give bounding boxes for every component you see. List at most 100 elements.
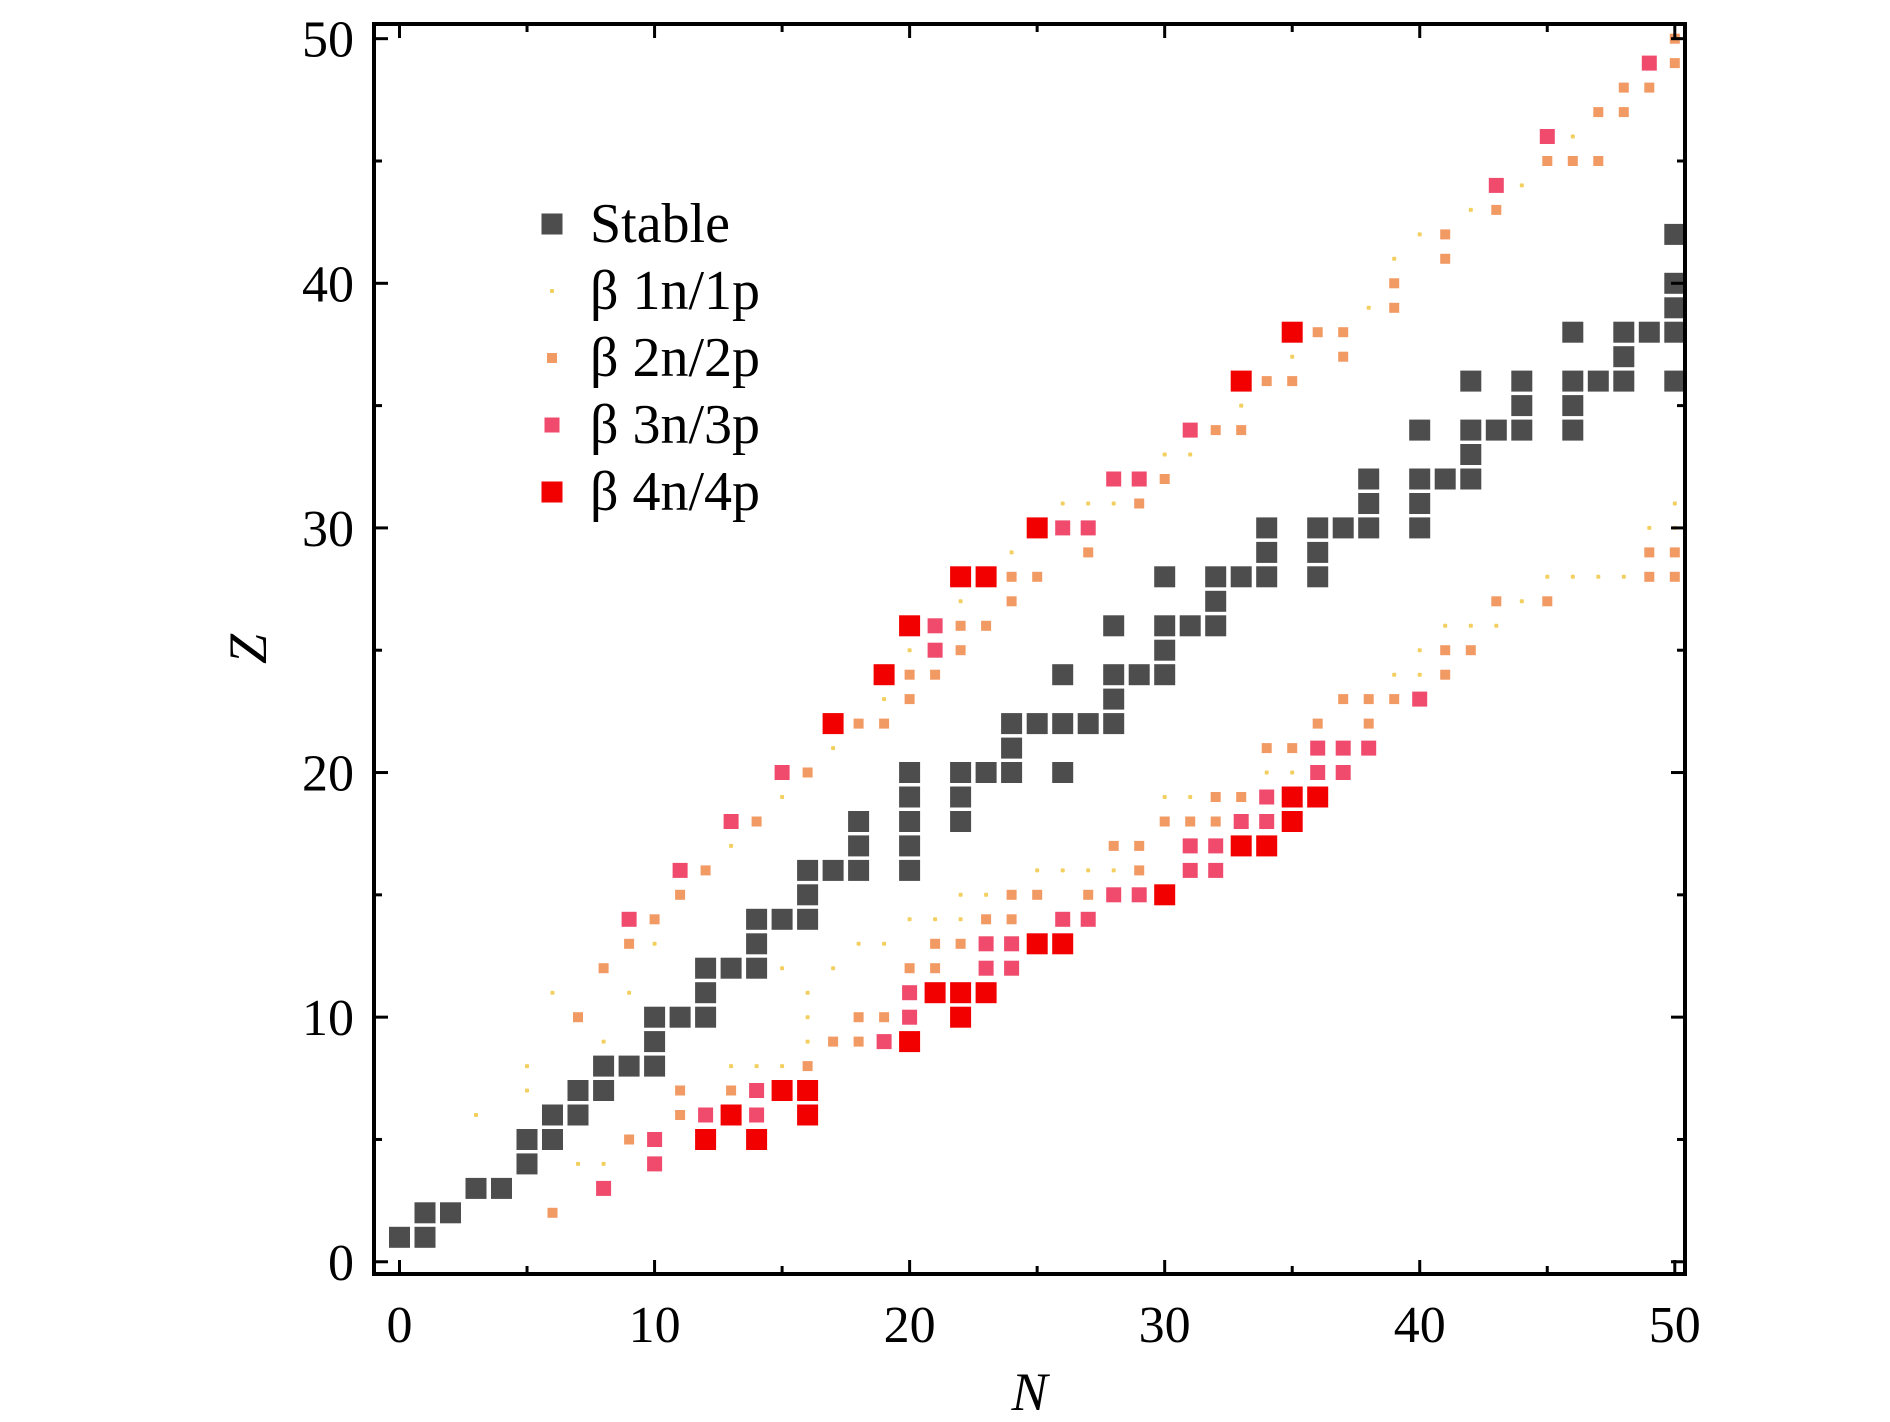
- data-point: [984, 892, 989, 897]
- legend-item: β 4n/4p: [541, 461, 760, 523]
- data-point: [1006, 914, 1017, 925]
- data-point: [1641, 55, 1657, 71]
- data-point: [440, 1202, 461, 1224]
- data-point: [1208, 862, 1224, 878]
- data-point: [695, 957, 717, 979]
- data-point: [1440, 669, 1451, 680]
- legend-item: β 3n/3p: [544, 394, 760, 456]
- legend-marker: [547, 353, 557, 363]
- y-axis-label: Z: [218, 633, 278, 664]
- data-point: [955, 938, 966, 949]
- data-point: [593, 1055, 615, 1077]
- data-point: [1361, 740, 1377, 756]
- data-point: [746, 933, 768, 955]
- data-point: [1409, 517, 1431, 539]
- data-point: [1106, 887, 1122, 903]
- data-point: [1001, 762, 1023, 783]
- data-point: [1460, 370, 1482, 392]
- data-point: [1460, 468, 1482, 490]
- data-point: [1434, 468, 1456, 490]
- y-tick-label: 10: [302, 990, 354, 1047]
- data-point: [1205, 566, 1227, 588]
- data-point: [1366, 305, 1371, 310]
- data-point: [1261, 376, 1272, 387]
- data-point: [907, 917, 912, 922]
- data-point: [1392, 672, 1397, 677]
- data-point: [1210, 816, 1221, 827]
- data-point: [1080, 520, 1096, 536]
- data-point: [1077, 713, 1099, 735]
- data-point: [1052, 713, 1074, 735]
- data-point: [856, 941, 861, 946]
- data-point: [1613, 370, 1635, 392]
- data-point: [797, 859, 819, 881]
- data-point: [573, 1012, 583, 1023]
- data-point: [899, 762, 921, 783]
- data-point: [1542, 596, 1553, 607]
- data-point: [1108, 840, 1119, 851]
- data-point: [1468, 207, 1473, 212]
- data-point: [1182, 422, 1198, 438]
- data-point: [598, 963, 609, 974]
- data-point: [1460, 419, 1482, 441]
- data-point: [647, 1132, 663, 1147]
- data-point: [958, 917, 963, 922]
- legend-marker: [544, 417, 560, 433]
- data-point: [797, 884, 819, 906]
- legend-item: β 2n/2p: [547, 327, 760, 389]
- data-point: [1644, 571, 1655, 582]
- data-point: [729, 843, 734, 848]
- data-point: [904, 669, 915, 680]
- data-point: [1567, 156, 1578, 166]
- data-point: [780, 1064, 785, 1069]
- data-point: [389, 1226, 410, 1248]
- data-point: [1440, 229, 1451, 240]
- data-point: [1111, 868, 1116, 873]
- data-point: [1389, 694, 1400, 705]
- data-point: [930, 669, 941, 680]
- data-point: [621, 911, 637, 927]
- data-point: [1412, 691, 1428, 707]
- data-point: [1562, 395, 1584, 417]
- y-tick-label: 30: [302, 501, 354, 558]
- data-point: [848, 859, 870, 881]
- ticklabels-layer: 0 10 20 30 40 50 0 10 20 30 40 50: [302, 12, 1701, 1354]
- y-tick-label: 20: [302, 746, 354, 803]
- data-point: [1332, 517, 1354, 539]
- data-point: [1593, 107, 1604, 118]
- data-point: [1621, 574, 1626, 579]
- data-point: [1310, 765, 1326, 780]
- data-point: [927, 642, 943, 658]
- data-point: [1111, 501, 1116, 506]
- legend-item: Stable: [541, 193, 730, 255]
- data-point: [1026, 517, 1048, 539]
- data-point: [1256, 835, 1278, 857]
- data-point: [1261, 743, 1272, 754]
- data-point: [698, 1107, 714, 1123]
- data-point: [848, 835, 870, 857]
- data-point: [899, 786, 921, 808]
- data-point: [1307, 541, 1329, 563]
- data-point: [1236, 425, 1247, 436]
- data-point: [1664, 297, 1686, 319]
- data-point: [1664, 223, 1686, 245]
- data-point: [1006, 889, 1017, 900]
- x-tick-label: 10: [629, 1297, 681, 1354]
- data-point: [1440, 253, 1451, 264]
- data-point: [1593, 156, 1604, 166]
- data-point: [1358, 468, 1380, 490]
- data-point: [1596, 574, 1601, 579]
- data-point: [624, 938, 635, 949]
- data-point: [1417, 648, 1422, 653]
- data-point: [746, 957, 768, 979]
- data-point: [644, 1055, 666, 1077]
- data-point: [1409, 468, 1431, 490]
- data-point: [904, 963, 915, 974]
- data-point: [474, 1113, 478, 1117]
- data-point: [899, 1031, 921, 1053]
- legend-label: β 4n/4p: [590, 461, 760, 523]
- data-point: [1256, 541, 1278, 563]
- data-point: [1539, 129, 1555, 144]
- data-point: [1409, 493, 1431, 514]
- data-point: [1587, 370, 1609, 392]
